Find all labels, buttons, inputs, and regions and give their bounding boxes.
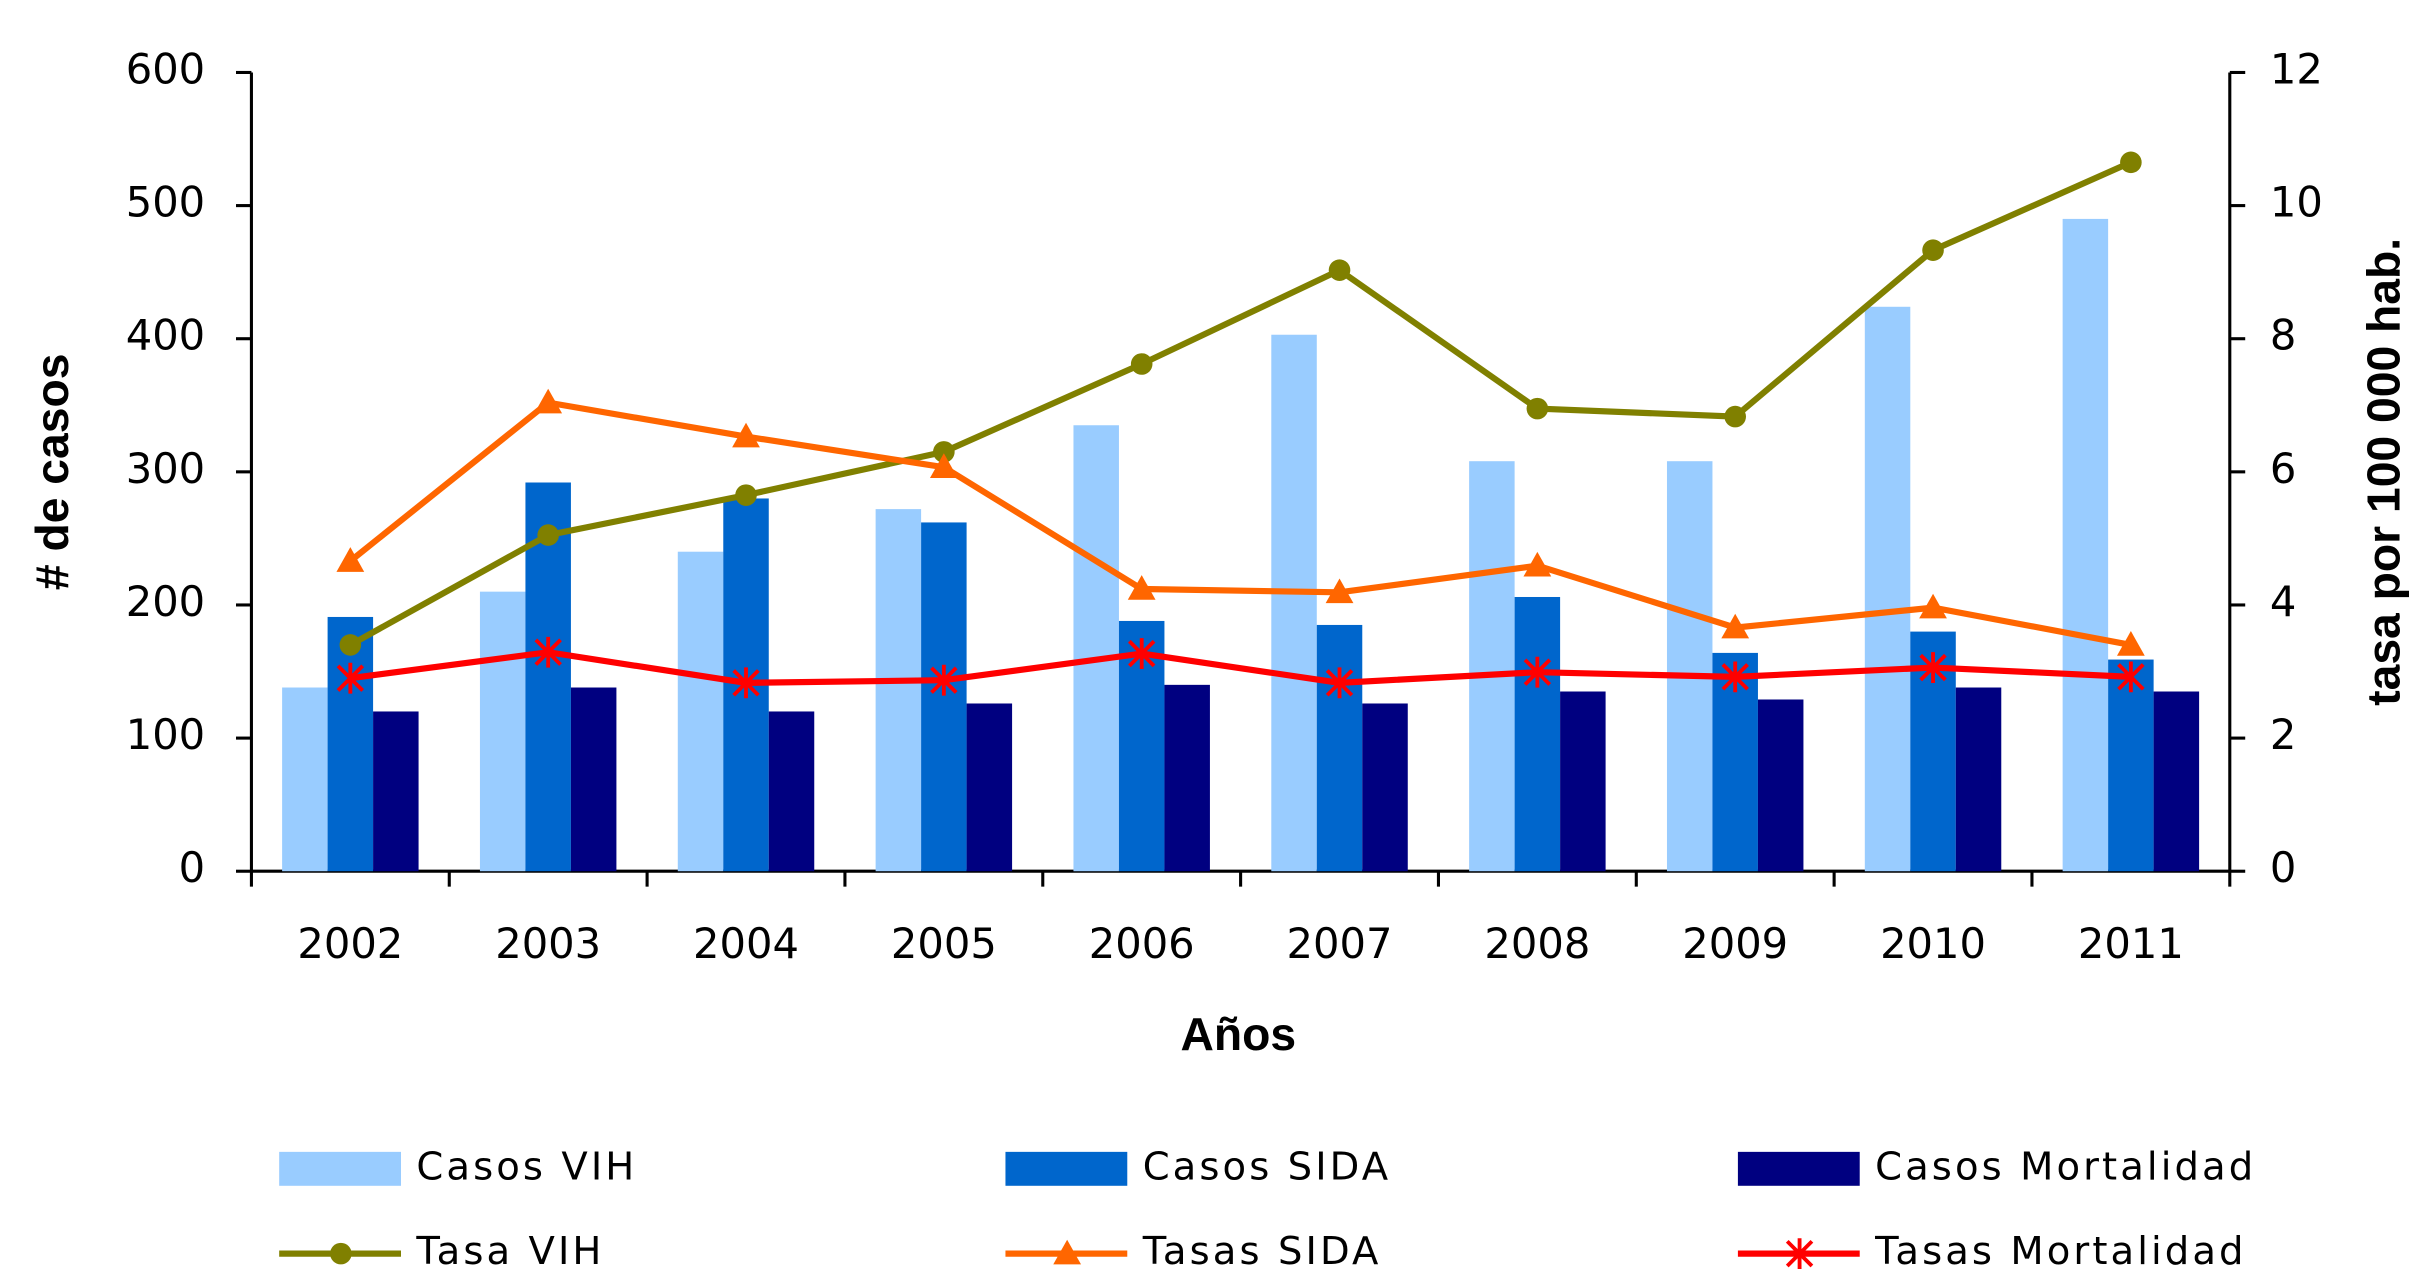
marker — [336, 547, 365, 572]
bar — [966, 703, 1013, 872]
marker — [1523, 656, 1552, 688]
y2-tick-label: 0 — [2270, 843, 2296, 892]
marker — [1130, 353, 1153, 375]
marker — [1127, 638, 1156, 669]
legend-label: Tasas Mortalidad — [1874, 1229, 2246, 1274]
marker — [336, 662, 365, 694]
bar — [1560, 691, 1606, 872]
bar — [677, 551, 724, 872]
marker — [2117, 661, 2145, 693]
legend-label: Tasa VIH — [415, 1229, 604, 1274]
marker — [1919, 652, 1947, 683]
line — [348, 399, 2132, 648]
x-axis-title: Años — [1180, 1008, 1296, 1060]
x-tick-label: 2002 — [297, 919, 403, 968]
legend-swatch — [1005, 1151, 1128, 1186]
bar — [1469, 461, 1515, 872]
y2-axis-title: tasa por 100 000 hab. — [2357, 238, 2409, 706]
y-tick-label: 300 — [126, 444, 205, 493]
marker — [732, 422, 760, 448]
x-tick-label: 2003 — [495, 919, 601, 968]
marker — [1328, 259, 1351, 281]
legend-swatch — [1737, 1151, 1860, 1186]
marker — [537, 524, 559, 546]
bar — [768, 711, 815, 872]
bar — [1864, 306, 1911, 872]
legend-label: Casos Mortalidad — [1875, 1144, 2256, 1189]
marker — [1721, 613, 1750, 639]
bar — [1955, 687, 2002, 872]
y2-tick-label: 8 — [2270, 311, 2296, 360]
legend-label: Casos SIDA — [1143, 1144, 1392, 1189]
legend-label: Casos VIH — [416, 1144, 637, 1189]
y-tick-label: 200 — [126, 577, 205, 626]
bar — [327, 616, 374, 872]
marker — [1053, 1239, 1082, 1265]
marker — [330, 1242, 352, 1265]
x-tick-label: 2008 — [1484, 919, 1590, 968]
y2-tick-label: 2 — [2270, 710, 2296, 759]
bar — [2108, 659, 2154, 872]
bar — [373, 711, 419, 872]
y-tick-label: 0 — [179, 843, 205, 892]
line — [349, 649, 2132, 686]
x-tick-label: 2010 — [1880, 919, 1986, 968]
x-tick-label: 2006 — [1089, 919, 1195, 968]
marker — [1721, 661, 1749, 693]
line — [348, 159, 2133, 648]
legend-swatch — [279, 1151, 401, 1186]
y-axis-title: # de casos — [26, 354, 78, 591]
bar — [1271, 334, 1317, 872]
marker — [1919, 593, 1947, 619]
y2-tick-label: 6 — [2270, 444, 2296, 493]
marker — [929, 453, 958, 478]
x-tick-label: 2011 — [2078, 919, 2184, 968]
y-tick-label: 100 — [126, 710, 205, 759]
marker — [1325, 667, 1354, 699]
x-tick-label: 2009 — [1682, 919, 1788, 968]
marker — [1523, 551, 1552, 577]
bar — [1316, 624, 1363, 872]
bar — [570, 687, 617, 872]
x-tick-label: 2007 — [1287, 919, 1393, 968]
bar — [1666, 461, 1713, 872]
bar — [2153, 691, 2200, 872]
x-tick-label: 2005 — [891, 919, 997, 968]
marker — [1785, 1238, 1814, 1270]
bar — [1514, 596, 1561, 872]
bar — [479, 591, 526, 872]
y-tick-label: 400 — [126, 311, 205, 360]
bar — [921, 522, 967, 872]
bar — [2062, 218, 2109, 872]
marker — [732, 667, 760, 699]
bar — [1757, 699, 1804, 872]
marker — [339, 634, 362, 656]
legend-label: Tasas SIDA — [1142, 1229, 1382, 1274]
y2-tick-label: 12 — [2270, 44, 2323, 93]
marker — [534, 636, 562, 668]
bar — [282, 687, 328, 872]
bar — [1073, 425, 1119, 872]
marker — [735, 484, 757, 506]
y2-tick-label: 4 — [2270, 577, 2296, 626]
marker — [1127, 575, 1156, 600]
marker — [1325, 578, 1354, 604]
marker — [1526, 397, 1549, 420]
marker — [1922, 239, 1944, 261]
marker — [933, 441, 955, 463]
bar — [1164, 684, 1210, 872]
bar — [1362, 703, 1408, 872]
marker — [1724, 405, 1746, 428]
bar — [875, 509, 922, 872]
y2-tick-label: 10 — [2270, 178, 2323, 227]
x-tick-label: 2004 — [693, 919, 799, 968]
marker — [534, 388, 563, 414]
y-tick-label: 600 — [126, 44, 205, 93]
marker — [2116, 631, 2145, 656]
bar — [525, 482, 571, 872]
y-tick-label: 500 — [126, 178, 205, 227]
marker — [2120, 151, 2142, 174]
marker — [930, 664, 958, 696]
